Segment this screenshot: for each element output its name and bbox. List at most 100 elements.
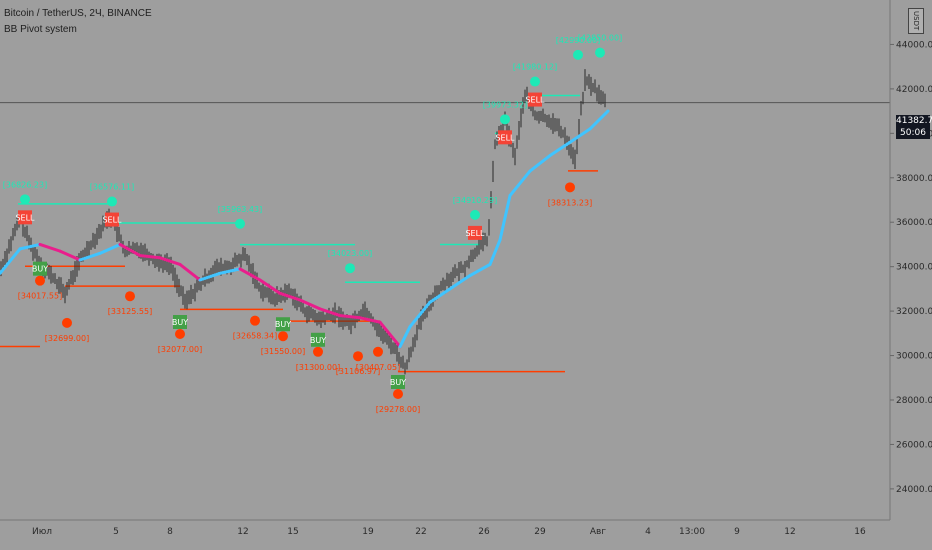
pivot-high-marker xyxy=(500,114,510,125)
buy-signal-text: BUY xyxy=(390,378,406,387)
sell-signal-text: SELL xyxy=(495,133,515,142)
pivot-low-label: [32077.00] xyxy=(158,345,202,354)
pivot-low-label: [32658.34] xyxy=(233,332,277,341)
ma-segment xyxy=(238,267,262,282)
ma-segment xyxy=(0,247,22,275)
price-tick-label: 26000.00 xyxy=(896,440,932,450)
price-tick-label: 28000.00 xyxy=(896,396,932,406)
pivot-low-marker xyxy=(565,182,575,193)
time-tick-label: 15 xyxy=(287,527,298,537)
ma-segment xyxy=(298,298,322,311)
sell-signal-text: SELL xyxy=(102,216,122,225)
ma-segment xyxy=(138,254,162,260)
ma-segment xyxy=(428,287,452,304)
ma-segment xyxy=(78,251,102,262)
sell-signal-text: SELL xyxy=(465,229,485,238)
buy-signal-text: BUY xyxy=(172,318,188,327)
buy-signal-box xyxy=(173,315,187,329)
pivot-markers: [36826.23] SELL [36576.11] SELL [35963.43] [3… xyxy=(3,34,622,414)
time-tick-label: 8 xyxy=(167,527,173,537)
time-tick-label: 13:00 xyxy=(679,527,705,537)
buy-signal-text: BUY xyxy=(275,320,291,329)
pivot-low-marker xyxy=(125,291,135,302)
time-tick-label: Июл xyxy=(32,527,52,537)
pivot-high-label: [34910.29] xyxy=(453,196,497,205)
sell-signal-box xyxy=(528,92,542,107)
sell-signal-box xyxy=(18,210,32,225)
time-tick-label: 26 xyxy=(478,527,490,537)
pivot-high-label: [42990.00] xyxy=(556,36,600,45)
sell-signal-text: SELL xyxy=(15,213,35,222)
time-tick-label: 16 xyxy=(854,527,866,537)
price-candles xyxy=(0,69,606,375)
pivot-high-label: [36576.11] xyxy=(90,183,134,192)
price-tick-label: 44000.00 xyxy=(896,40,932,50)
ma-segment xyxy=(118,242,142,258)
pivot-low-label: [32699.00] xyxy=(45,334,89,343)
ma-segment xyxy=(568,127,592,144)
pivot-high-label: [34023.00] xyxy=(328,249,372,258)
pivot-low-label: [30407.05] xyxy=(356,363,400,372)
sell-signal-text: SELL xyxy=(525,96,545,105)
time-tick-label: 4 xyxy=(645,527,651,537)
pivot-high-label: [36826.23] xyxy=(3,180,47,189)
ma-segment xyxy=(378,320,402,349)
time-tick-label: 9 xyxy=(734,527,740,537)
pivot-high-marker xyxy=(470,209,480,220)
price-tick-label: 38000.00 xyxy=(896,174,932,184)
price-axis[interactable]: 44000.0042000.0040000.0038000.0036000.00… xyxy=(889,0,932,520)
ma-segment xyxy=(98,242,122,255)
pivot-low-marker xyxy=(62,317,72,328)
chart-title: Bitcoin / TetherUS, 2Ч, BINANCE xyxy=(4,8,152,19)
pivot-high-marker xyxy=(573,49,583,60)
pivot-high-marker xyxy=(345,263,355,274)
ma-segment xyxy=(488,238,502,266)
price-tick-label: 34000.00 xyxy=(896,263,932,273)
ma-segment xyxy=(508,169,532,198)
current-price-label: 41382.78 xyxy=(896,115,932,127)
pivot-high-marker xyxy=(107,196,117,207)
ma-segment xyxy=(498,194,512,242)
buy-signal-box xyxy=(276,317,290,332)
currency-badge[interactable]: USDT xyxy=(908,8,924,34)
pivot-low-label: [34017.55] xyxy=(18,292,62,301)
ma-segment xyxy=(408,300,432,329)
pivot-high-label: [42850.00] xyxy=(578,34,622,43)
sell-signal-box xyxy=(468,225,482,240)
pivot-high-label: [41980.12] xyxy=(513,63,557,72)
pivot-low-label: [31550.00] xyxy=(261,347,305,356)
ma-segment xyxy=(178,262,202,282)
pivot-low-marker xyxy=(353,351,363,362)
ma-segment xyxy=(468,262,492,278)
price-tick-label: 32000.00 xyxy=(896,307,932,317)
sell-signal-box xyxy=(105,212,119,227)
ma-segment xyxy=(318,307,342,318)
pivot-high-label: [39973.32] xyxy=(483,100,527,109)
pivot-low-label: [31106.97] xyxy=(336,367,380,376)
pivot-low-label: [33125.55] xyxy=(108,307,152,316)
indicator-name[interactable]: BB Pivot system xyxy=(4,24,77,35)
time-axis[interactable]: Июл 5 8 12 15 19 22 26 29 Авг 4 13:00 9 12 16 xyxy=(0,519,890,537)
ma-segment xyxy=(448,274,472,291)
sell-signal-box xyxy=(498,130,512,145)
pivot-low-label: [38313.23] xyxy=(548,198,592,207)
time-tick-label: Авг xyxy=(590,527,606,537)
time-tick-label: 12 xyxy=(784,527,795,537)
ma-segment xyxy=(588,109,610,131)
ma-segment xyxy=(38,242,62,253)
buy-signal-box xyxy=(33,261,47,276)
buy-signal-text: BUY xyxy=(310,336,326,345)
pivot-high-marker xyxy=(530,76,540,87)
ma-segment xyxy=(58,249,82,262)
buy-signal-text: BUY xyxy=(32,265,48,274)
ma-segment xyxy=(198,271,222,282)
ma-segment xyxy=(528,154,552,173)
time-tick-label: 22 xyxy=(415,527,426,537)
ma-segment xyxy=(398,325,412,349)
ma-segment xyxy=(18,242,42,251)
ma-segment xyxy=(158,256,182,266)
ma-segment xyxy=(338,314,362,320)
price-tick-label: 24000.00 xyxy=(896,485,932,495)
ma-segment xyxy=(218,267,242,275)
